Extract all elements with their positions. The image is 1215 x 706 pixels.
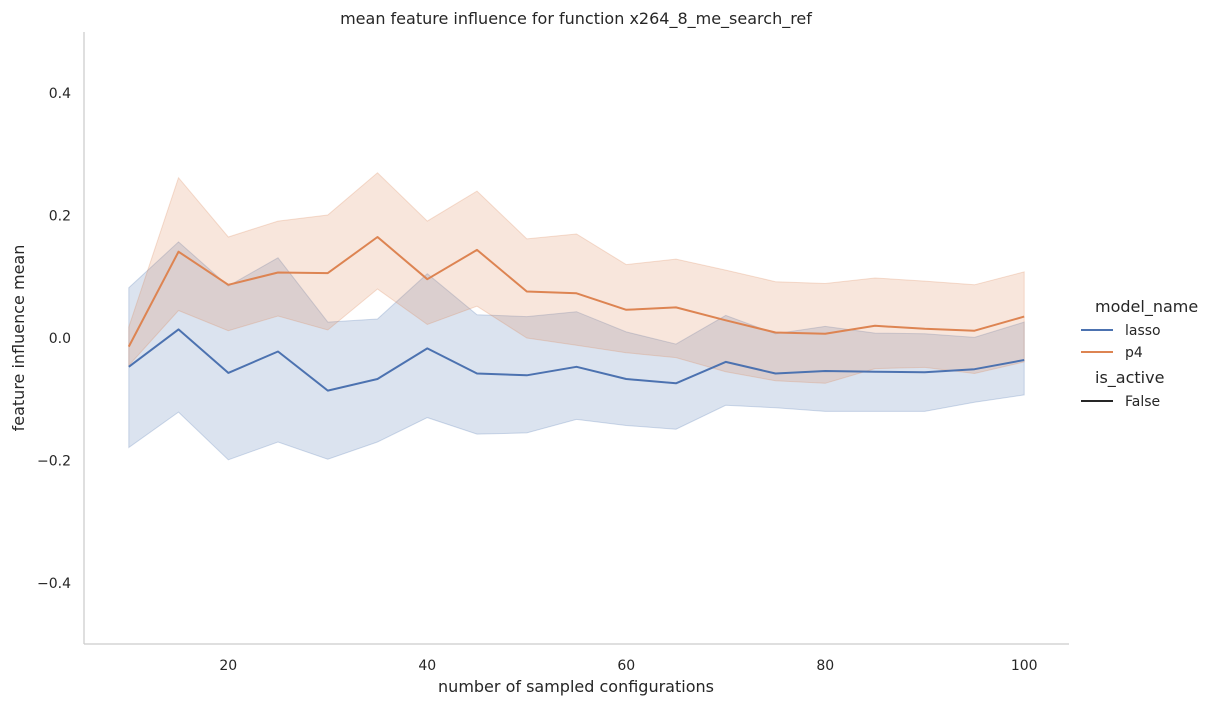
legend-title: model_name bbox=[1095, 297, 1198, 317]
y-tick-label: 0.2 bbox=[49, 209, 71, 225]
y-tick-label: 0.0 bbox=[49, 331, 71, 347]
series-line-lasso bbox=[128, 328, 1025, 392]
x-tick-label: 60 bbox=[617, 658, 635, 674]
series-lines bbox=[127, 236, 1025, 392]
x-axis-label: number of sampled configurations bbox=[438, 677, 714, 696]
y-tick-label: −0.2 bbox=[37, 453, 71, 469]
x-tick-labels: 20 40 60 80 100 bbox=[219, 658, 1037, 674]
legend-label-p4: p4 bbox=[1125, 345, 1143, 361]
legend-label-false: False bbox=[1125, 394, 1160, 410]
series-line-p4 bbox=[127, 236, 1025, 348]
legend: model_name lasso p4 is_active False bbox=[1081, 297, 1198, 410]
legend-label-lasso: lasso bbox=[1125, 323, 1161, 339]
y-tick-labels: −0.4 −0.2 0.0 0.2 0.4 bbox=[37, 86, 71, 592]
legend-style-title: is_active bbox=[1095, 368, 1164, 388]
y-axis-label: feature influence mean bbox=[9, 245, 28, 432]
ci-band-lasso bbox=[128, 241, 1025, 461]
chart-title: mean feature influence for function x264… bbox=[340, 9, 812, 29]
x-tick-label: 20 bbox=[219, 658, 237, 674]
x-tick-label: 80 bbox=[816, 658, 834, 674]
confidence-bands bbox=[128, 172, 1025, 461]
x-tick-label: 40 bbox=[418, 658, 436, 674]
y-tick-label: −0.4 bbox=[37, 576, 71, 592]
y-tick-label: 0.4 bbox=[49, 86, 71, 102]
ci-band-p4 bbox=[128, 172, 1025, 384]
x-tick-label: 100 bbox=[1011, 658, 1038, 674]
